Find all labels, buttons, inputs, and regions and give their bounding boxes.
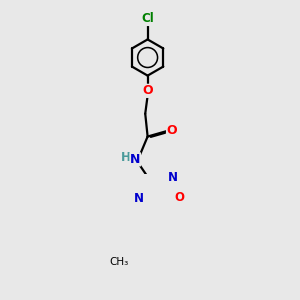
Text: O: O [175,191,185,204]
Text: CH₃: CH₃ [110,257,129,267]
Text: O: O [142,84,153,97]
Text: N: N [130,153,140,166]
Text: H: H [121,152,131,164]
Text: O: O [167,124,177,137]
Text: N: N [168,171,178,184]
Text: N: N [134,192,144,205]
Text: Cl: Cl [141,13,154,26]
